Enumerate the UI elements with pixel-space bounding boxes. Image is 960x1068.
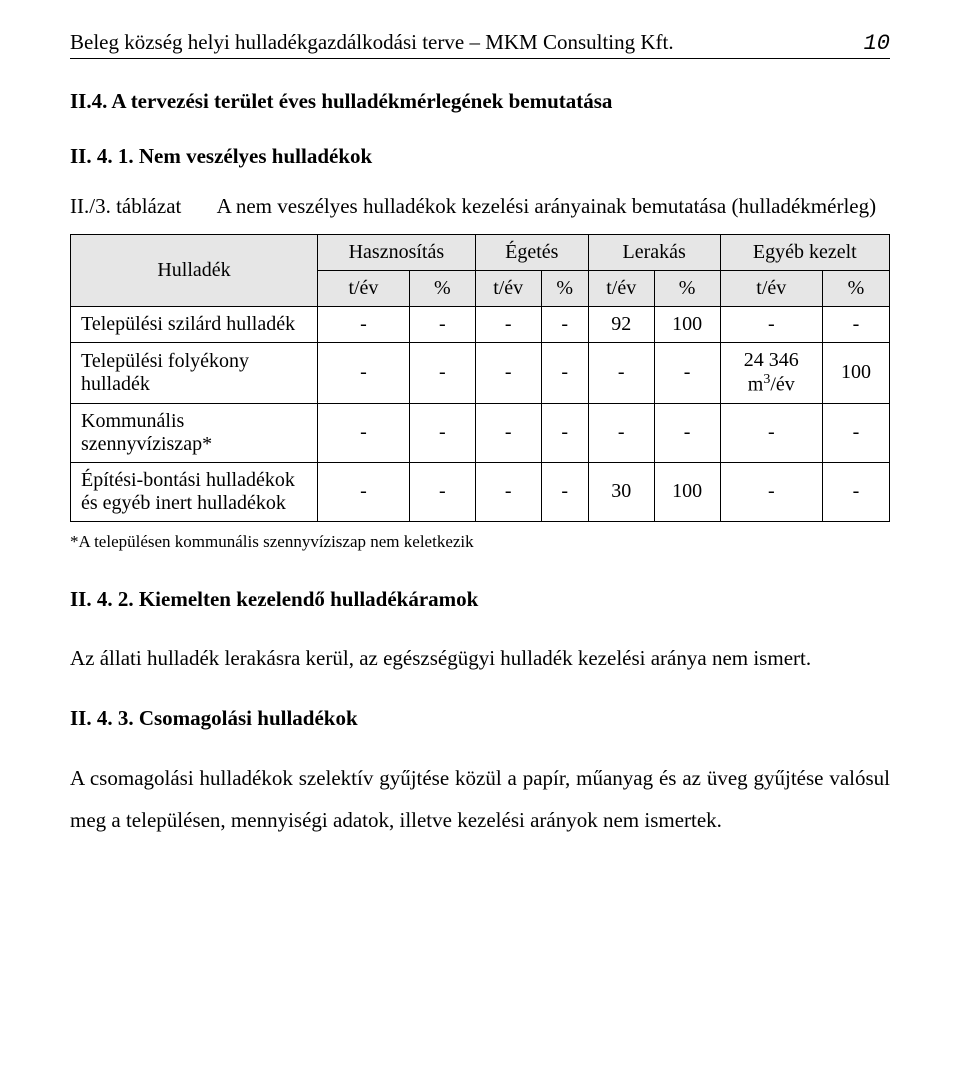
table-row: Kommunális szennyvíziszap* - - - - - - -… (71, 403, 890, 462)
cell: - (588, 403, 654, 462)
cell: 100 (823, 343, 890, 404)
cell: - (475, 403, 541, 462)
cell: - (823, 403, 890, 462)
cell: - (318, 462, 410, 521)
table-row: Települési folyékony hulladék - - - - - … (71, 343, 890, 404)
col-group-2: Lerakás (588, 235, 720, 271)
cell: - (475, 307, 541, 343)
cell: 100 (654, 462, 720, 521)
subcol-2: t/év (475, 271, 541, 307)
col-group-0: Hasznosítás (318, 235, 476, 271)
cell: 24 346m3/év (720, 343, 822, 404)
table-caption: II./3. táblázat A nem veszélyes hulladék… (70, 194, 890, 219)
col-group-3: Egyéb kezelt (720, 235, 889, 271)
subcol-4: t/év (588, 271, 654, 307)
cell: - (720, 307, 822, 343)
cell: - (654, 403, 720, 462)
cell: - (318, 403, 410, 462)
table-row: Építési-bontási hulladékok és egyéb iner… (71, 462, 890, 521)
section-sub3-heading: II. 4. 3. Csomagolási hulladékok (70, 706, 358, 730)
table-caption-text: A nem veszélyes hulladékok kezelési arán… (217, 194, 876, 218)
cell: - (475, 343, 541, 404)
paragraph-2: A csomagolási hulladékok szelektív gyűjt… (70, 757, 890, 841)
subcol-6: t/év (720, 271, 822, 307)
header-title: Beleg község helyi hulladékgazdálkodási … (70, 30, 674, 55)
page-number: 10 (864, 31, 890, 56)
subcol-5: % (654, 271, 720, 307)
page-container: Beleg község helyi hulladékgazdálkodási … (0, 0, 960, 899)
cell: - (720, 462, 822, 521)
cell: - (654, 343, 720, 404)
cell: - (823, 307, 890, 343)
cell: 92 (588, 307, 654, 343)
col-header-rowlabel: Hulladék (71, 235, 318, 307)
table-header-row-1: Hulladék Hasznosítás Égetés Lerakás Egyé… (71, 235, 890, 271)
table-caption-label: II./3. táblázat (70, 194, 181, 218)
col-group-1: Égetés (475, 235, 588, 271)
cell: - (541, 403, 588, 462)
cell: - (588, 343, 654, 404)
row-label: Települési folyékony hulladék (71, 343, 318, 404)
cell: - (409, 403, 475, 462)
row-label: Kommunális szennyvíziszap* (71, 403, 318, 462)
cell: - (541, 307, 588, 343)
cell: - (409, 462, 475, 521)
cell: - (409, 307, 475, 343)
cell: 30 (588, 462, 654, 521)
table-footnote: *A településen kommunális szennyvíziszap… (70, 532, 890, 552)
cell: - (475, 462, 541, 521)
cell: - (541, 462, 588, 521)
cell: - (541, 343, 588, 404)
page-header: Beleg község helyi hulladékgazdálkodási … (70, 30, 890, 59)
cell: 100 (654, 307, 720, 343)
paragraph-1: Az állati hulladék lerakásra kerül, az e… (70, 637, 890, 679)
cell: - (823, 462, 890, 521)
cell: - (409, 343, 475, 404)
section-sub1-heading: II. 4. 1. Nem veszélyes hulladékok (70, 144, 890, 169)
subcol-0: t/év (318, 271, 410, 307)
row-label: Települési szilárd hulladék (71, 307, 318, 343)
waste-balance-table: Hulladék Hasznosítás Égetés Lerakás Egyé… (70, 234, 890, 522)
subcol-1: % (409, 271, 475, 307)
section-sub2-heading: II. 4. 2. Kiemelten kezelendő hulladékár… (70, 587, 890, 612)
cell: - (720, 403, 822, 462)
row-label: Építési-bontási hulladékok és egyéb iner… (71, 462, 318, 521)
table-row: Települési szilárd hulladék - - - - 92 1… (71, 307, 890, 343)
cell: - (318, 307, 410, 343)
cell: - (318, 343, 410, 404)
section-sub3-line: II. 4. 3. Csomagolási hulladékok (70, 697, 890, 739)
subcol-3: % (541, 271, 588, 307)
section-main-heading: II.4. A tervezési terület éves hulladékm… (70, 89, 890, 114)
subcol-7: % (823, 271, 890, 307)
